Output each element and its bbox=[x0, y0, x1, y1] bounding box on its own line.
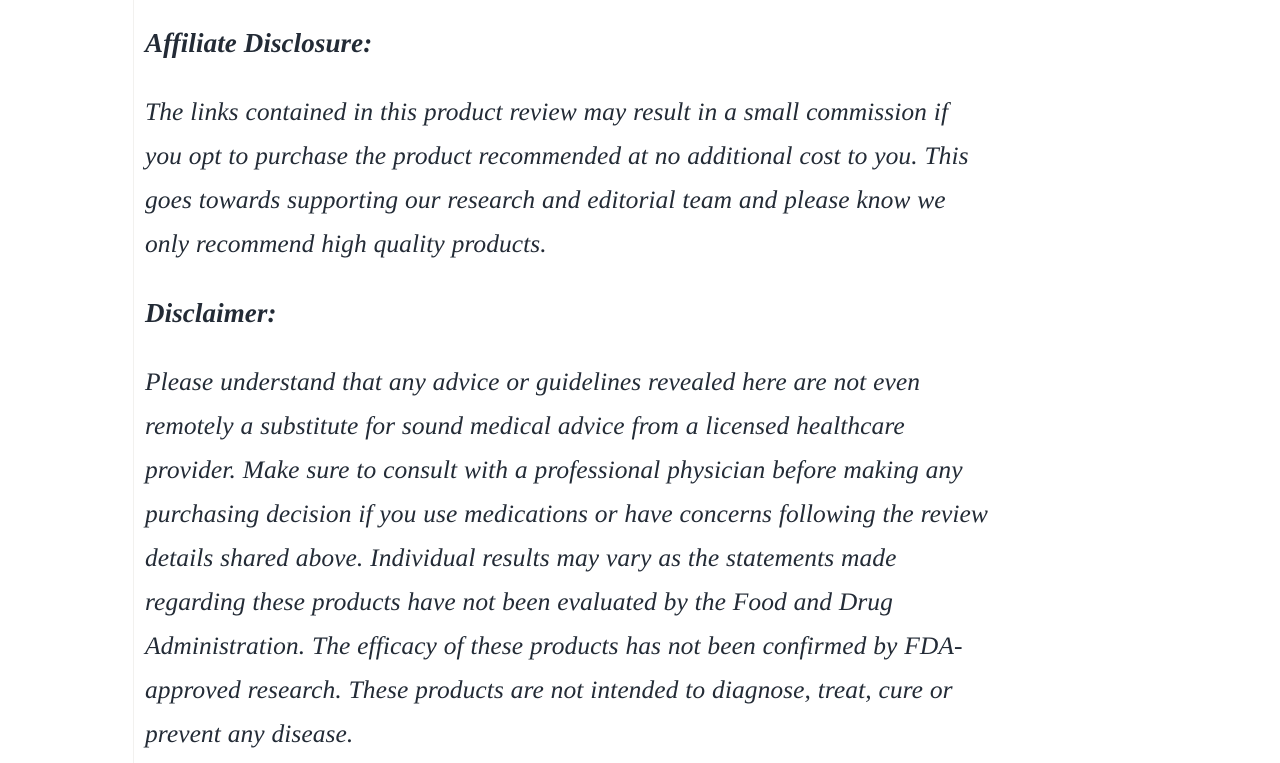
disclaimer-paragraph: Please understand that any advice or gui… bbox=[145, 360, 1170, 756]
section-gap bbox=[145, 266, 1170, 291]
content-column-left-rule bbox=[133, 0, 134, 763]
paragraph-line: you opt to purchase the product recommen… bbox=[145, 141, 969, 170]
top-spacer bbox=[145, 0, 1170, 21]
paragraph-line: purchasing decision if you use medicatio… bbox=[145, 499, 988, 528]
heading-paragraph-gap bbox=[145, 65, 1170, 90]
paragraph-line: The links contained in this product revi… bbox=[145, 97, 949, 126]
section-affiliate-disclosure: Affiliate Disclosure: The links containe… bbox=[145, 21, 1170, 266]
affiliate-disclosure-paragraph: The links contained in this product revi… bbox=[145, 90, 1170, 266]
paragraph-line: Please understand that any advice or gui… bbox=[145, 367, 920, 396]
paragraph-line: details shared above. Individual results… bbox=[145, 543, 897, 572]
affiliate-disclosure-heading: Affiliate Disclosure: bbox=[145, 28, 373, 58]
article-content: Affiliate Disclosure: The links containe… bbox=[134, 0, 1180, 763]
heading-paragraph-gap bbox=[145, 335, 1170, 360]
paragraph-line: goes towards supporting our research and… bbox=[145, 185, 946, 214]
paragraph-line: prevent any disease. bbox=[145, 719, 354, 748]
section-disclaimer: Disclaimer: Please understand that any a… bbox=[145, 291, 1170, 756]
paragraph-line: remotely a substitute for sound medical … bbox=[145, 411, 905, 440]
paragraph-line: only recommend high quality products. bbox=[145, 229, 547, 258]
paragraph-line: provider. Make sure to consult with a pr… bbox=[145, 455, 963, 484]
paragraph-line: Administration. The efficacy of these pr… bbox=[145, 631, 963, 660]
paragraph-line: regarding these products have not been e… bbox=[145, 587, 893, 616]
paragraph-line: approved research. These products are no… bbox=[145, 675, 953, 704]
disclaimer-heading: Disclaimer: bbox=[145, 298, 277, 328]
